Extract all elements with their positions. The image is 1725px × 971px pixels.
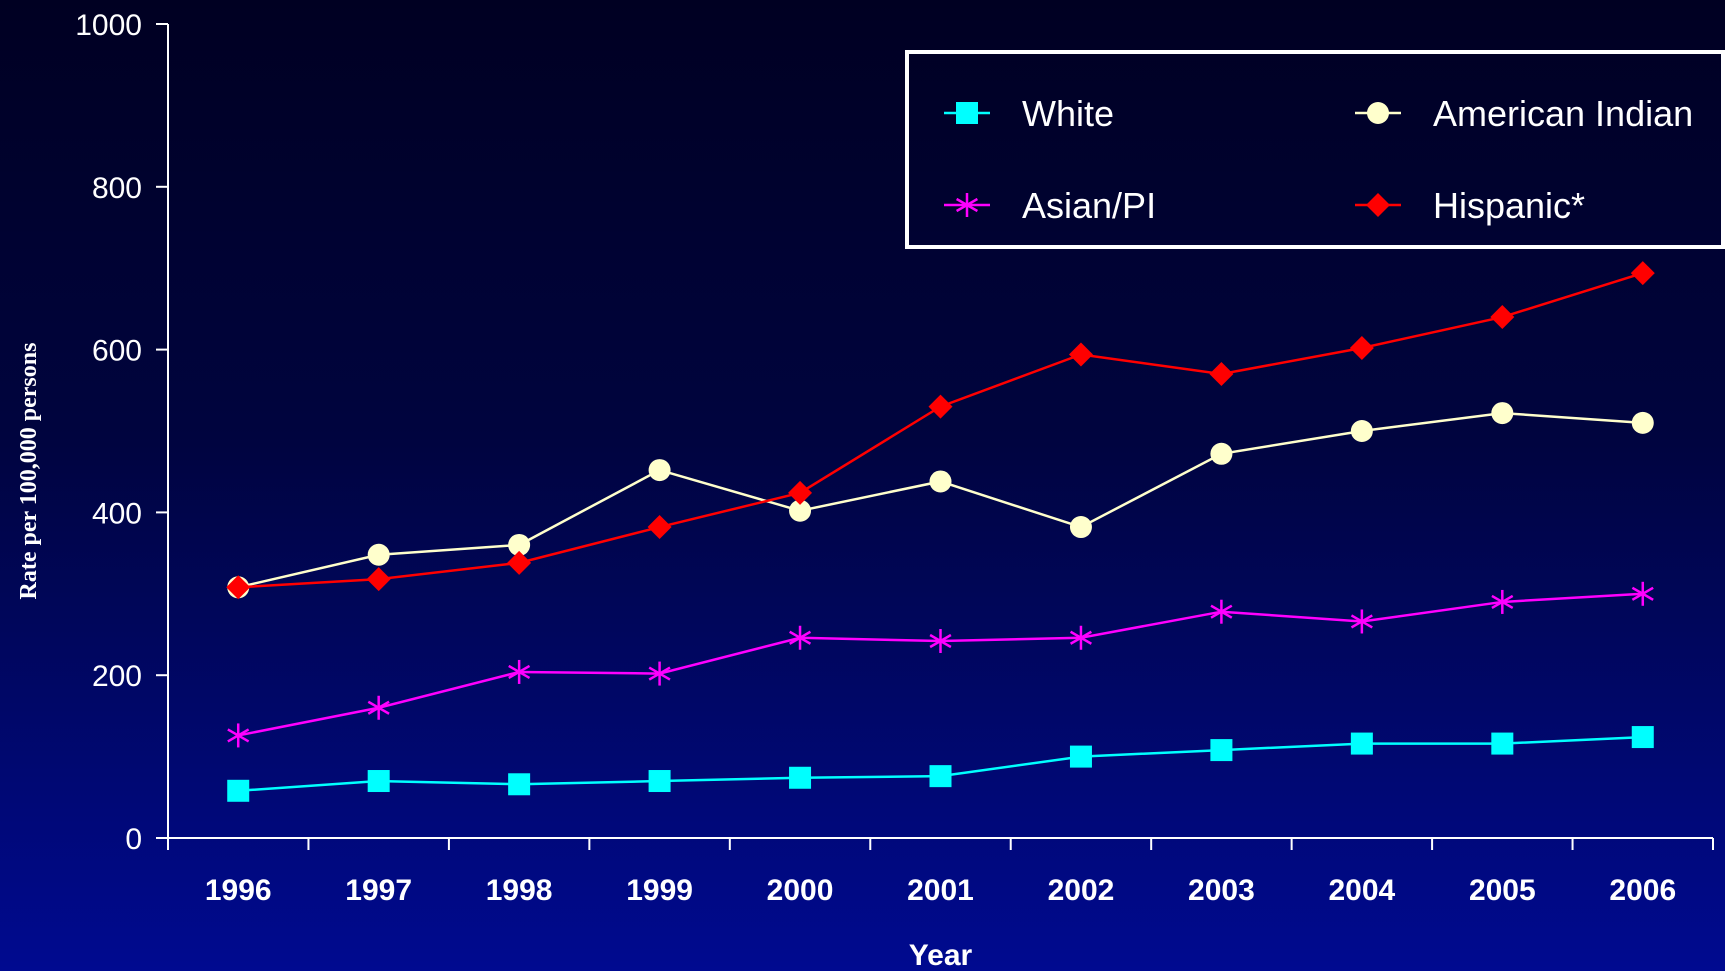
- data-point-hispanic: [788, 480, 813, 505]
- data-point-american-indian: [789, 499, 812, 522]
- data-point-white: [227, 779, 250, 802]
- legend-marker: [956, 102, 978, 124]
- data-point-hispanic: [647, 515, 672, 540]
- data-point-asian-pi: [648, 661, 671, 686]
- series-american-indian: [227, 402, 1654, 599]
- series-white: [227, 726, 1654, 802]
- data-point-american-indian: [1350, 420, 1373, 442]
- data-point-asian-pi: [1069, 625, 1092, 650]
- series-asian-pi: [227, 581, 1654, 748]
- data-point-american-indian: [1491, 402, 1514, 425]
- data-point-asian-pi: [227, 723, 250, 748]
- x-tick-label: 2003: [1188, 874, 1255, 907]
- data-point-asian-pi: [1631, 581, 1654, 606]
- x-tick-label: 2004: [1328, 874, 1395, 907]
- x-tick-label: 1996: [205, 874, 272, 907]
- data-point-white: [1631, 726, 1654, 749]
- x-tick-label: 1998: [486, 874, 553, 907]
- y-tick-label: 800: [92, 172, 142, 205]
- x-tick-label: 2005: [1469, 874, 1536, 907]
- y-tick-label: 600: [92, 335, 142, 368]
- y-axis-ticks: 0 200 400 600 800 1000: [75, 9, 168, 856]
- data-point-hispanic: [1349, 335, 1374, 360]
- data-point-american-indian: [1210, 442, 1233, 465]
- data-point-white: [1210, 739, 1233, 762]
- data-point-american-indian: [1069, 516, 1092, 539]
- data-point-asian-pi: [367, 695, 390, 720]
- y-tick-label: 1000: [75, 9, 142, 42]
- x-tick-label: 2000: [767, 874, 834, 907]
- data-point-hispanic: [1068, 342, 1093, 367]
- series-layer: [226, 261, 1655, 802]
- data-point-american-indian: [929, 470, 952, 493]
- data-point-white: [1491, 732, 1514, 755]
- legend-label: Hispanic*: [1433, 185, 1585, 226]
- data-point-american-indian: [508, 533, 531, 556]
- data-point-hispanic: [1630, 261, 1655, 286]
- axes: 0 200 400 600 800 1000 1996 1997 1998 1999 2000 20…: [75, 9, 1714, 907]
- series-hispanic: [226, 261, 1655, 600]
- series-line-american-indian: [237, 411, 1643, 589]
- data-point-white: [1069, 745, 1092, 768]
- legend-item-asian-pi: Asian/PI: [944, 185, 1156, 226]
- data-point-asian-pi: [1350, 609, 1373, 634]
- legend-label: American Indian: [1433, 93, 1693, 134]
- data-point-hispanic: [928, 394, 953, 419]
- data-point-white: [1350, 732, 1373, 755]
- legend-marker: [955, 193, 979, 217]
- legend: White American Indian Asian/PI Hispanic*: [905, 50, 1725, 249]
- data-point-asian-pi: [789, 625, 812, 650]
- data-point-hispanic: [507, 550, 532, 575]
- data-point-asian-pi: [508, 659, 531, 684]
- series-line-hispanic: [238, 271, 1644, 589]
- legend-marker: [1367, 102, 1389, 124]
- data-point-asian-pi: [1491, 589, 1514, 614]
- data-point-white: [367, 770, 390, 793]
- legend-label: Asian/PI: [1022, 185, 1156, 226]
- x-tick-label: 2006: [1609, 874, 1676, 907]
- y-tick-label: 0: [125, 823, 142, 856]
- x-tick-label: 1999: [626, 874, 693, 907]
- x-tick-label: 1997: [345, 874, 412, 907]
- data-point-american-indian: [1631, 411, 1654, 434]
- data-point-white: [929, 765, 952, 788]
- y-axis-title: Rate per 100,000 persons: [16, 343, 42, 600]
- x-axis-ticks: 1996 1997 1998 1999 2000 2001 2002 2003 2004 2005…: [167, 838, 1714, 907]
- data-point-hispanic: [1209, 362, 1234, 387]
- legend-item-american-indian: American Indian: [1355, 93, 1693, 134]
- legend-marker: [1366, 193, 1390, 217]
- y-tick-label: 200: [92, 660, 142, 693]
- data-point-hispanic: [226, 575, 251, 600]
- legend-label: White: [1022, 93, 1114, 134]
- legend-items: White American Indian Asian/PI Hispanic*: [944, 93, 1693, 226]
- data-point-asian-pi: [1210, 599, 1233, 624]
- data-point-asian-pi: [929, 629, 952, 654]
- legend-item-hispanic: Hispanic*: [1355, 185, 1585, 226]
- series-line-asian-pi: [237, 592, 1643, 737]
- legend-item-white: White: [944, 93, 1114, 134]
- x-tick-label: 2002: [1048, 874, 1115, 907]
- data-point-american-indian: [367, 543, 390, 566]
- data-point-american-indian: [648, 459, 671, 482]
- x-tick-label: 2001: [907, 874, 974, 907]
- legend-box: [905, 50, 1725, 249]
- data-point-hispanic: [366, 567, 391, 592]
- data-point-white: [508, 773, 531, 796]
- data-point-hispanic: [1490, 305, 1515, 330]
- y-tick-label: 400: [92, 497, 142, 530]
- data-point-white: [789, 766, 812, 789]
- data-point-white: [648, 770, 671, 793]
- x-axis-title: Year: [909, 939, 973, 971]
